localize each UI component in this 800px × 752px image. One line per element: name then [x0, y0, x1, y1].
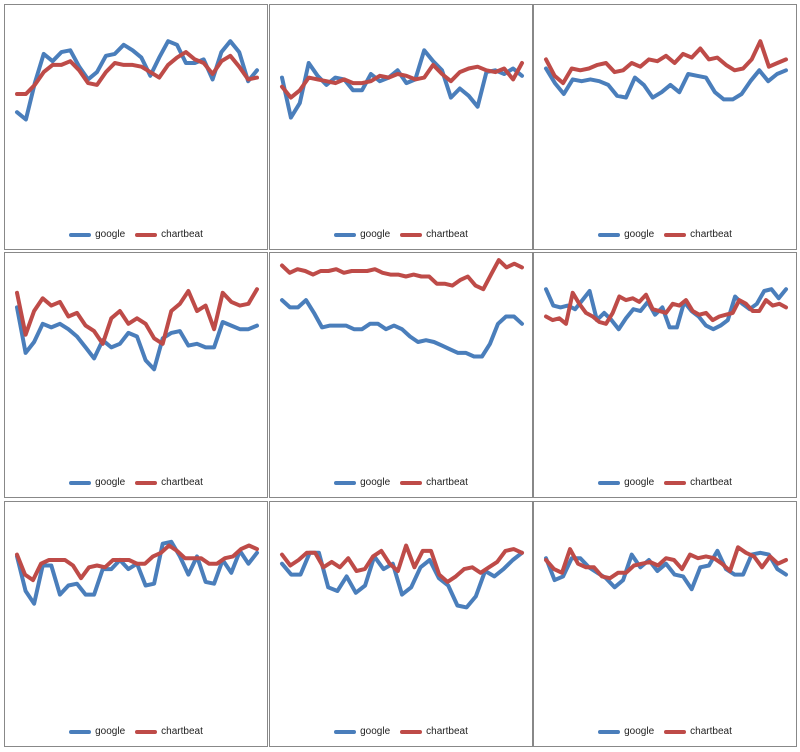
series-line-chartbeat — [544, 545, 788, 581]
legend-item-google: google — [598, 726, 654, 737]
legend-label: google — [95, 477, 126, 488]
series-line-google — [15, 39, 259, 122]
legend-swatch — [664, 480, 687, 485]
legend-swatch — [69, 232, 92, 237]
legend-label: chartbeat — [161, 477, 203, 488]
series-line-google — [544, 66, 788, 102]
chart-plot — [544, 39, 788, 102]
legend-item-chartbeat: chartbeat — [135, 726, 203, 737]
legend: google chartbeat — [534, 726, 796, 737]
legend-swatch — [135, 232, 158, 237]
legend-swatch — [598, 729, 621, 734]
legend: google chartbeat — [5, 477, 267, 488]
legend-swatch — [334, 480, 357, 485]
chart-plot — [280, 258, 524, 359]
legend-item-chartbeat: chartbeat — [400, 726, 468, 737]
series-line-chartbeat — [280, 258, 524, 292]
legend-label: chartbeat — [690, 477, 732, 488]
chart-panel-7: google chartbeat — [4, 501, 268, 747]
legend: google chartbeat — [270, 726, 532, 737]
legend-swatch — [334, 729, 357, 734]
legend-label: google — [95, 229, 126, 240]
legend: google chartbeat — [270, 229, 532, 240]
chart-plot — [15, 39, 259, 122]
legend-label: chartbeat — [690, 726, 732, 737]
chart-panel-2: google chartbeat — [269, 4, 533, 250]
series-line-chartbeat — [280, 543, 524, 584]
series-line-google — [544, 548, 788, 592]
legend-item-chartbeat: chartbeat — [664, 229, 732, 240]
legend-swatch — [69, 729, 92, 734]
chart-panel-4: google chartbeat — [4, 252, 268, 498]
legend: google chartbeat — [534, 229, 796, 240]
legend-label: chartbeat — [426, 726, 468, 737]
legend-swatch — [135, 480, 158, 485]
legend-label: google — [360, 726, 391, 737]
legend: google chartbeat — [5, 229, 267, 240]
legend-swatch — [334, 232, 357, 237]
series-line-google — [15, 305, 259, 372]
legend-item-google: google — [598, 477, 654, 488]
legend-label: chartbeat — [426, 477, 468, 488]
chart-panel-3: google chartbeat — [533, 4, 797, 250]
legend-swatch — [135, 729, 158, 734]
legend-item-google: google — [334, 229, 390, 240]
series-line-chartbeat — [15, 287, 259, 346]
chart-plot — [544, 545, 788, 592]
series-line-chartbeat — [544, 290, 788, 326]
legend-item-chartbeat: chartbeat — [664, 726, 732, 737]
legend-swatch — [400, 480, 423, 485]
legend-label: chartbeat — [426, 229, 468, 240]
legend-swatch — [400, 729, 423, 734]
legend-swatch — [664, 232, 687, 237]
legend-label: chartbeat — [161, 726, 203, 737]
legend-item-chartbeat: chartbeat — [400, 229, 468, 240]
legend-swatch — [69, 480, 92, 485]
legend-swatch — [598, 232, 621, 237]
chart-panel-9: google chartbeat — [533, 501, 797, 747]
legend-label: chartbeat — [690, 229, 732, 240]
chart-plot — [280, 543, 524, 610]
legend: google chartbeat — [270, 477, 532, 488]
legend: google chartbeat — [534, 477, 796, 488]
series-line-chartbeat — [544, 39, 788, 86]
legend-label: google — [624, 477, 655, 488]
legend-swatch — [598, 480, 621, 485]
legend-item-chartbeat: chartbeat — [664, 477, 732, 488]
legend-item-chartbeat: chartbeat — [135, 477, 203, 488]
legend-swatch — [400, 232, 423, 237]
legend-item-google: google — [69, 477, 125, 488]
legend-swatch — [664, 729, 687, 734]
chart-plot — [15, 539, 259, 606]
legend-label: google — [624, 726, 655, 737]
legend-item-google: google — [334, 477, 390, 488]
legend-item-google: google — [334, 726, 390, 737]
series-line-chartbeat — [280, 61, 524, 100]
chart-panel-5: google chartbeat — [269, 252, 533, 498]
chart-panel-8: google chartbeat — [269, 501, 533, 747]
legend-item-chartbeat: chartbeat — [400, 477, 468, 488]
legend-label: google — [624, 229, 655, 240]
series-line-chartbeat — [15, 50, 259, 96]
chart-plot — [544, 287, 788, 332]
chart-panel-1: google chartbeat — [4, 4, 268, 250]
series-line-google — [280, 48, 524, 120]
legend-item-google: google — [69, 726, 125, 737]
legend-label: chartbeat — [161, 229, 203, 240]
chart-plot — [15, 287, 259, 372]
chart-plot — [280, 48, 524, 120]
legend-item-chartbeat: chartbeat — [135, 229, 203, 240]
legend-item-google: google — [598, 229, 654, 240]
series-line-google — [280, 298, 524, 359]
legend-label: google — [360, 229, 391, 240]
legend-label: google — [95, 726, 126, 737]
legend-label: google — [360, 477, 391, 488]
legend-item-google: google — [69, 229, 125, 240]
series-line-google — [15, 539, 259, 606]
chart-panel-6: google chartbeat — [533, 252, 797, 498]
series-line-chartbeat — [15, 543, 259, 583]
legend: google chartbeat — [5, 726, 267, 737]
